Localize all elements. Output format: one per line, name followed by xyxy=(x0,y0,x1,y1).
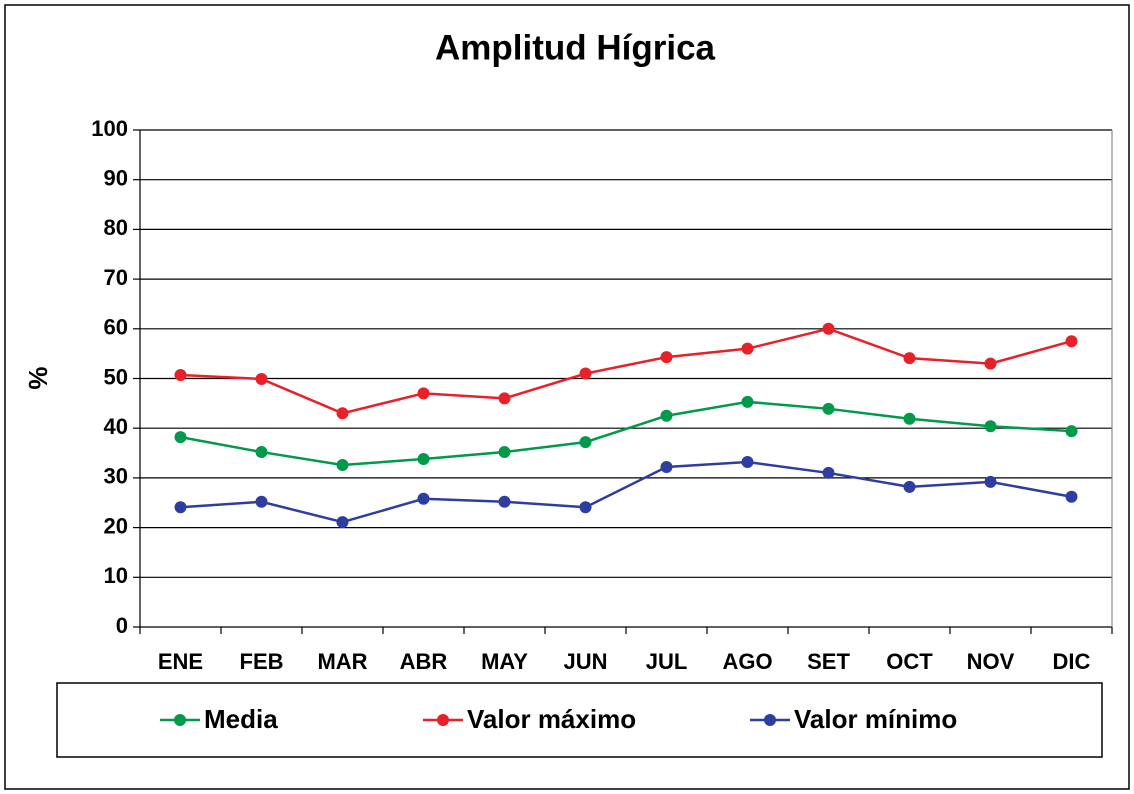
x-tick-label: ENE xyxy=(158,649,203,674)
data-point xyxy=(498,495,511,508)
x-tick-label: JUN xyxy=(563,649,607,674)
data-point xyxy=(417,453,430,466)
data-point xyxy=(822,402,835,415)
data-point xyxy=(579,436,592,449)
data-point xyxy=(498,392,511,405)
data-point xyxy=(1065,490,1078,503)
series-line xyxy=(180,460,1072,524)
data-point xyxy=(336,407,349,420)
y-tick-label: 100 xyxy=(91,116,128,141)
y-axis-label: % xyxy=(23,366,53,389)
x-tick-label: ABR xyxy=(400,649,448,674)
data-point xyxy=(255,495,268,508)
data-point xyxy=(336,458,349,471)
data-point xyxy=(174,501,187,514)
data-point xyxy=(174,369,187,382)
data-point xyxy=(255,372,268,385)
y-tick-label: 90 xyxy=(104,166,128,191)
x-tick-label: DIC xyxy=(1053,649,1091,674)
data-point xyxy=(822,466,835,479)
data-point xyxy=(741,395,754,408)
series-line xyxy=(180,400,1072,467)
x-tick-label: FEB xyxy=(240,649,284,674)
legend-marker xyxy=(174,714,186,726)
data-point xyxy=(255,446,268,459)
legend-label: Valor mínimo xyxy=(794,704,957,734)
legend-label: Media xyxy=(204,704,278,734)
y-tick-label: 40 xyxy=(104,414,128,439)
data-point xyxy=(984,357,997,370)
x-tick-label: MAY xyxy=(481,649,528,674)
data-point xyxy=(660,409,673,422)
x-tick-label: MAR xyxy=(317,649,367,674)
data-point xyxy=(984,475,997,488)
series-line xyxy=(180,327,1072,415)
data-point xyxy=(417,387,430,400)
data-point xyxy=(984,420,997,433)
data-point xyxy=(660,351,673,364)
data-point xyxy=(741,455,754,468)
legend-box xyxy=(56,682,1103,758)
x-tick-label: NOV xyxy=(967,649,1015,674)
data-point xyxy=(903,352,916,365)
data-point xyxy=(1065,335,1078,348)
y-tick-label: 60 xyxy=(104,315,128,340)
data-point xyxy=(1065,425,1078,438)
data-point xyxy=(336,516,349,529)
data-point xyxy=(579,367,592,380)
data-point xyxy=(498,446,511,459)
y-tick-label: 20 xyxy=(104,513,128,538)
y-tick-label: 80 xyxy=(104,215,128,240)
x-tick-label: OCT xyxy=(886,649,933,674)
chart-title: Amplitud Hígrica xyxy=(435,28,716,67)
data-point xyxy=(822,322,835,335)
data-point xyxy=(660,460,673,473)
data-point xyxy=(903,412,916,425)
x-tick-label: JUL xyxy=(646,649,688,674)
y-tick-label: 30 xyxy=(104,464,128,489)
y-tick-label: 70 xyxy=(104,265,128,290)
legend-marker xyxy=(764,714,776,726)
data-point xyxy=(579,501,592,514)
data-point xyxy=(417,492,430,505)
legend-marker xyxy=(437,714,449,726)
data-point xyxy=(174,431,187,444)
x-tick-label: SET xyxy=(807,649,850,674)
chart-frame xyxy=(4,4,1130,790)
y-tick-label: 10 xyxy=(104,563,128,588)
data-point xyxy=(903,480,916,493)
y-tick-label: 50 xyxy=(104,364,128,389)
y-tick-label: 0 xyxy=(116,613,128,638)
legend-label: Valor máximo xyxy=(467,704,636,734)
data-point xyxy=(741,342,754,355)
x-tick-label: AGO xyxy=(722,649,772,674)
